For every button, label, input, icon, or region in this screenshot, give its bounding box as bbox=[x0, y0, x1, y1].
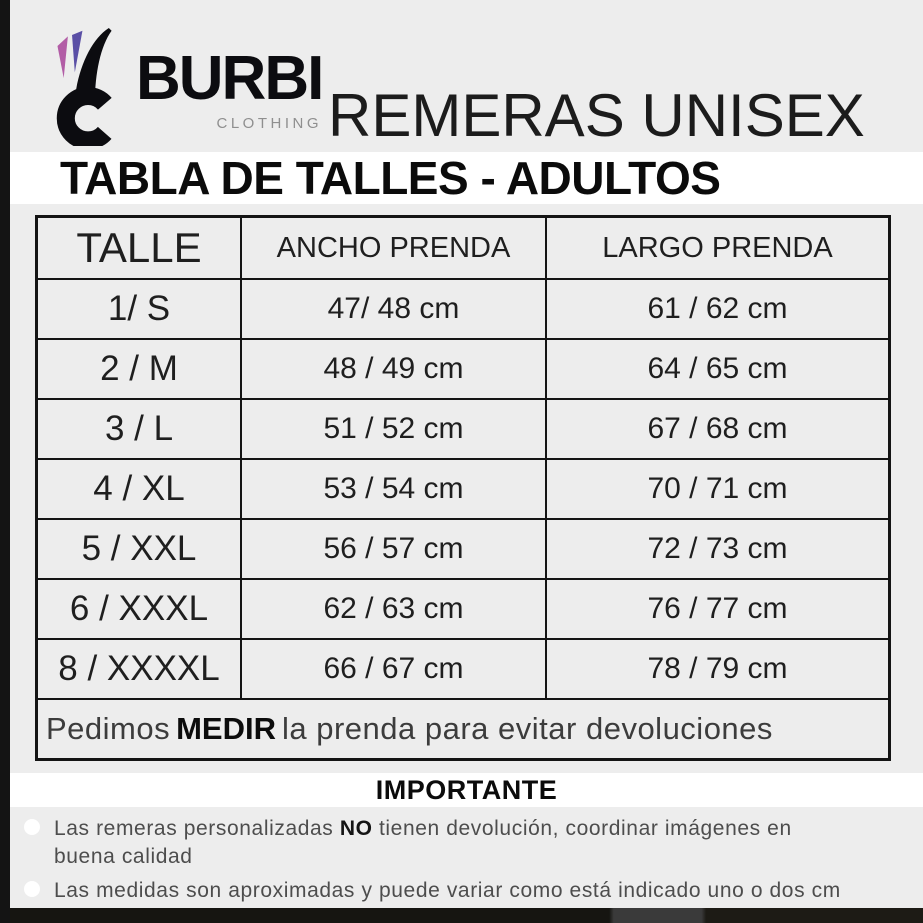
header-section: BURBI CLOTHING REMERAS UNISEX bbox=[10, 0, 923, 152]
column-header-talle: TALLE bbox=[37, 217, 241, 279]
table-row-length: 67 / 68 cm bbox=[546, 399, 889, 459]
table-row-length: 61 / 62 cm bbox=[546, 279, 889, 339]
bullet-icon bbox=[24, 881, 40, 897]
table-row-size: 5 / XXL bbox=[37, 519, 241, 579]
bottom-edge-strip bbox=[0, 908, 923, 923]
note-text: Las remeras personalizadas NO tienen dev… bbox=[54, 815, 844, 872]
important-band: IMPORTANTE bbox=[10, 773, 923, 807]
bullet-icon bbox=[24, 819, 40, 835]
table-row-length: 64 / 65 cm bbox=[546, 339, 889, 399]
note-text: Las medidas son aproximadas y puede vari… bbox=[54, 877, 841, 905]
table-row-size: 2 / M bbox=[37, 339, 241, 399]
burbi-logo-icon bbox=[56, 28, 120, 146]
table-row-length: 70 / 71 cm bbox=[546, 459, 889, 519]
column-header-largo: LARGO PRENDA bbox=[546, 217, 889, 279]
table-row-width: 47/ 48 cm bbox=[241, 279, 546, 339]
note-text-prefix: Las medidas son aproximadas y puede vari… bbox=[54, 879, 841, 902]
brand-name: BURBI bbox=[136, 44, 324, 113]
measure-note-prefix: Pedimos bbox=[46, 711, 171, 746]
note-text-suffix: tienen devolución, coordinar imágenes en… bbox=[54, 817, 792, 869]
list-item: Las remeras personalizadas NO tienen dev… bbox=[18, 815, 844, 872]
table-row-width: 48 / 49 cm bbox=[241, 339, 546, 399]
left-edge-bar bbox=[0, 0, 10, 923]
table-row-width: 56 / 57 cm bbox=[241, 519, 546, 579]
table-row-length: 72 / 73 cm bbox=[546, 519, 889, 579]
measure-note-highlight: MEDIR bbox=[176, 711, 276, 746]
table-row-width: 51 / 52 cm bbox=[241, 399, 546, 459]
table-row-length: 76 / 77 cm bbox=[546, 579, 889, 639]
table-row-width: 66 / 67 cm bbox=[241, 639, 546, 699]
table-row-size: 6 / XXXL bbox=[37, 579, 241, 639]
important-notes-section: Las remeras personalizadas NO tienen dev… bbox=[10, 807, 923, 908]
size-table: TALLE ANCHO PRENDA LARGO PRENDA 1/ S 47/… bbox=[35, 215, 891, 761]
table-row-length: 78 / 79 cm bbox=[546, 639, 889, 699]
list-item: Las medidas son aproximadas y puede vari… bbox=[18, 877, 841, 905]
measure-note: Pedimos MEDIR la prenda para evitar devo… bbox=[37, 699, 889, 759]
table-row-size: 4 / XL bbox=[37, 459, 241, 519]
table-row-size: 1/ S bbox=[37, 279, 241, 339]
brand-logo: BURBI CLOTHING bbox=[34, 24, 334, 146]
page-title: REMERAS UNISEX bbox=[328, 82, 865, 149]
brand-subtitle: CLOTHING bbox=[216, 115, 322, 132]
note-text-highlight: NO bbox=[339, 817, 373, 840]
table-section: TALLE ANCHO PRENDA LARGO PRENDA 1/ S 47/… bbox=[10, 204, 923, 773]
measure-note-suffix: la prenda para evitar devoluciones bbox=[282, 711, 773, 746]
important-title: IMPORTANTE bbox=[375, 774, 558, 805]
table-row-width: 62 / 63 cm bbox=[241, 579, 546, 639]
table-row-size: 3 / L bbox=[37, 399, 241, 459]
note-text-prefix: Las remeras personalizadas bbox=[54, 817, 340, 840]
section-title: TABLA DE TALLES - ADULTOS bbox=[60, 152, 721, 204]
table-row-size: 8 / XXXXL bbox=[37, 639, 241, 699]
section-title-band: TABLA DE TALLES - ADULTOS bbox=[10, 152, 923, 204]
table-row-width: 53 / 54 cm bbox=[241, 459, 546, 519]
column-header-ancho: ANCHO PRENDA bbox=[241, 217, 546, 279]
